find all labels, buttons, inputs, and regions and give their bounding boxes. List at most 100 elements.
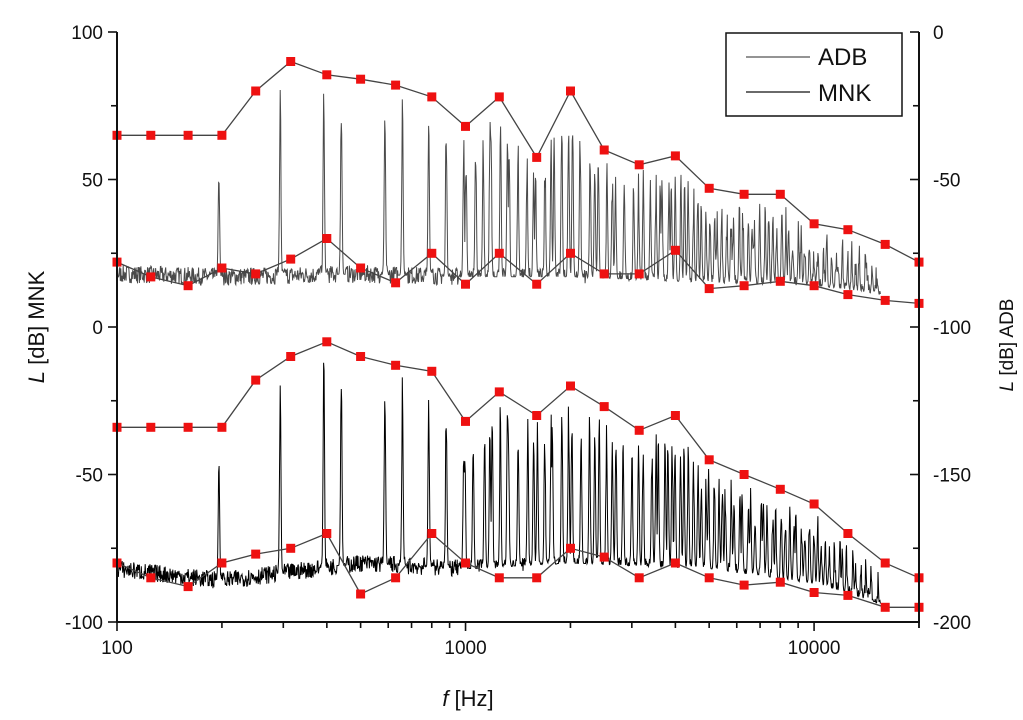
mnk-max-envelope-marker bbox=[670, 411, 680, 420]
mnk-min-envelope-marker bbox=[599, 552, 609, 562]
mnk-min-envelope-marker bbox=[809, 588, 819, 597]
right-axis-title: L [dB] ADB bbox=[997, 299, 1018, 392]
mnk-min-envelope-marker bbox=[843, 590, 853, 600]
adb-min-envelope-marker bbox=[146, 272, 156, 282]
adb-max-envelope-line bbox=[117, 60, 920, 263]
adb-min-envelope-marker bbox=[566, 248, 575, 258]
adb-max-envelope-marker bbox=[634, 160, 644, 170]
mnk-min-envelope-marker bbox=[286, 543, 296, 553]
legend-label-adb: ADB bbox=[818, 44, 867, 71]
left-tick-label: 100 bbox=[71, 23, 103, 44]
adb-min-envelope-marker bbox=[880, 295, 890, 305]
adb-max-envelope-marker bbox=[322, 70, 332, 80]
x-tick-label: 100 bbox=[101, 638, 133, 659]
adb-max-envelope-marker bbox=[599, 145, 609, 155]
mnk-min-envelope-marker bbox=[146, 573, 156, 583]
mnk-max-envelope-marker bbox=[739, 470, 749, 479]
mnk-min-envelope-marker bbox=[532, 573, 542, 583]
axes-layer: 100 1000 10000 100 50 0 -50 -100 0 -50 -100 -150 -20… bbox=[65, 23, 971, 659]
mnk-min-envelope-marker bbox=[494, 573, 504, 583]
adb-min-envelope-marker bbox=[461, 279, 470, 289]
adb-max-envelope-marker bbox=[251, 86, 261, 96]
adb-min-envelope-marker bbox=[494, 248, 504, 258]
x-axis-title: f [Hz] bbox=[442, 686, 493, 711]
x-tick-label: 1000 bbox=[444, 638, 486, 659]
adb-max-envelope-marker bbox=[843, 225, 853, 235]
mnk-max-envelope-marker bbox=[217, 422, 227, 432]
adb-max-envelope-marker bbox=[670, 151, 680, 161]
left-tick-label: -50 bbox=[76, 466, 103, 487]
mnk-max-envelope-marker bbox=[599, 402, 609, 412]
mnk-min-envelope-marker bbox=[356, 589, 366, 599]
mnk-min-envelope-marker bbox=[461, 558, 470, 568]
adb-max-envelope-marker bbox=[356, 74, 366, 84]
adb-max-envelope-marker bbox=[461, 121, 470, 131]
mnk-min-envelope-marker bbox=[634, 573, 644, 583]
left-tick-label: 0 bbox=[92, 318, 103, 339]
mnk-min-envelope-marker bbox=[217, 558, 227, 568]
adb-min-envelope-marker bbox=[739, 281, 749, 291]
adb-min-envelope-marker bbox=[391, 278, 401, 288]
mnk-min-envelope-marker bbox=[322, 529, 332, 538]
legend-label-mnk: MNK bbox=[818, 80, 871, 107]
mnk-min-envelope-marker bbox=[566, 543, 575, 553]
mnk-max-envelope-marker bbox=[391, 360, 401, 370]
adb-min-envelope-marker bbox=[809, 281, 819, 291]
legend: ADB MNK bbox=[725, 32, 903, 117]
left-tick-label: -100 bbox=[65, 613, 103, 634]
envelopes-layer bbox=[112, 57, 924, 612]
adb-min-envelope-marker bbox=[532, 279, 542, 289]
left-axis-title-unit: [dB] MNK bbox=[24, 270, 49, 371]
left-tick-label: 50 bbox=[82, 171, 103, 192]
right-tick-label: 0 bbox=[933, 23, 944, 44]
mnk-min-envelope-line bbox=[116, 532, 919, 608]
adb-max-envelope-marker bbox=[391, 80, 401, 90]
mnk-max-envelope-marker bbox=[183, 422, 193, 432]
adb-max-envelope-marker bbox=[880, 239, 890, 249]
spectra-layer bbox=[116, 89, 881, 604]
mnk-max-envelope-marker bbox=[843, 529, 853, 538]
legend-box bbox=[725, 32, 903, 117]
mnk-max-envelope-marker bbox=[427, 366, 437, 376]
right-axis-title-symbol: L bbox=[997, 381, 1018, 392]
adb-min-envelope-marker bbox=[251, 269, 261, 279]
x-tick-label: 10000 bbox=[788, 638, 841, 659]
adb-max-envelope-marker bbox=[809, 219, 819, 229]
mnk-max-envelope-marker bbox=[146, 422, 156, 432]
adb-spectrum-line bbox=[116, 89, 881, 295]
mnk-max-envelope-marker bbox=[251, 375, 261, 385]
adb-max-envelope-marker bbox=[739, 189, 749, 199]
mnk-spectrum-line bbox=[116, 362, 881, 604]
mnk-max-envelope-marker bbox=[356, 352, 366, 361]
adb-max-envelope-marker bbox=[532, 152, 542, 162]
adb-min-envelope-marker bbox=[843, 290, 853, 300]
right-tick-label: -50 bbox=[933, 171, 960, 192]
adb-min-envelope-marker bbox=[670, 245, 680, 255]
mnk-min-envelope-marker bbox=[775, 577, 785, 587]
mnk-min-envelope-marker bbox=[704, 573, 714, 583]
mnk-max-envelope-line bbox=[117, 341, 920, 579]
mnk-min-envelope-marker bbox=[880, 602, 890, 612]
right-tick-label: -100 bbox=[933, 318, 971, 339]
mnk-max-envelope-marker bbox=[634, 425, 644, 435]
mnk-min-envelope-marker bbox=[183, 582, 193, 592]
adb-min-envelope-marker bbox=[599, 269, 609, 279]
adb-min-envelope-marker bbox=[217, 263, 227, 273]
mnk-min-envelope-marker bbox=[670, 558, 680, 568]
adb-max-envelope-marker bbox=[704, 183, 714, 193]
adb-max-envelope-marker bbox=[286, 57, 296, 66]
adb-min-envelope-marker bbox=[356, 263, 366, 273]
right-axis-title-unit: [dB] ADB bbox=[997, 299, 1018, 381]
adb-max-envelope-marker bbox=[146, 130, 156, 140]
mnk-max-envelope-marker bbox=[880, 558, 890, 568]
adb-max-envelope-marker bbox=[775, 189, 785, 199]
mnk-min-envelope-marker bbox=[391, 573, 401, 583]
mnk-min-envelope-marker bbox=[427, 529, 437, 538]
x-axis-title-unit: [Hz] bbox=[448, 686, 493, 711]
mnk-max-envelope-marker bbox=[461, 416, 470, 426]
mnk-max-envelope-marker bbox=[809, 499, 819, 509]
right-tick-label: -150 bbox=[933, 466, 971, 487]
right-tick-label: -200 bbox=[933, 613, 971, 634]
adb-min-envelope-marker bbox=[286, 254, 296, 264]
